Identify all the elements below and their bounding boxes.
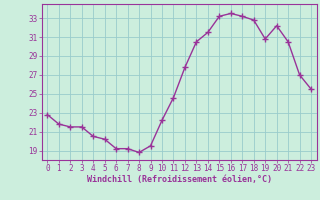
- X-axis label: Windchill (Refroidissement éolien,°C): Windchill (Refroidissement éolien,°C): [87, 175, 272, 184]
